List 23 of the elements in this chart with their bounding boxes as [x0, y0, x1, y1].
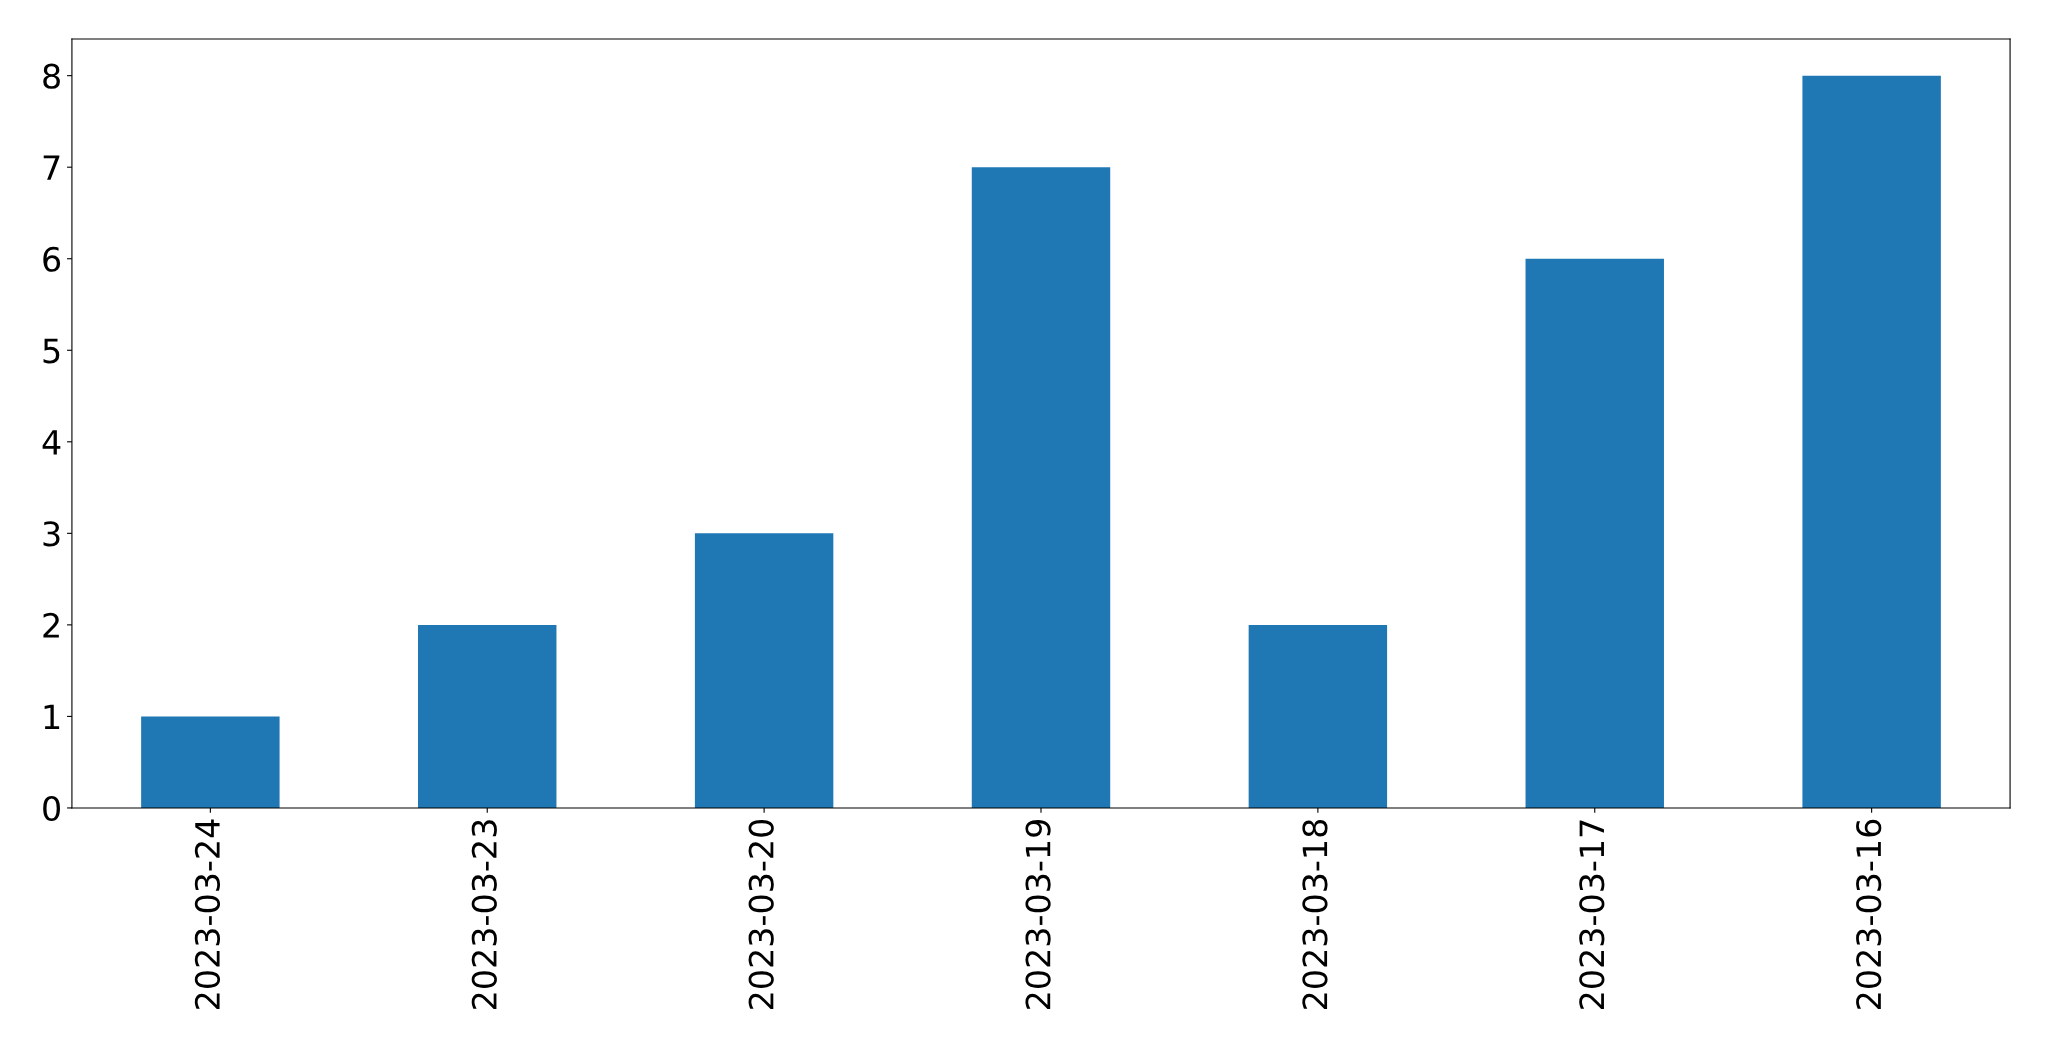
- x-tick-label: 2023-03-17: [1579, 820, 1605, 1009]
- y-tick-label: 0: [43, 795, 60, 822]
- y-tick-label: 5: [43, 338, 60, 364]
- x-tick-label: 2023-03-23: [471, 820, 497, 1009]
- bar: [418, 624, 557, 808]
- x-tick-label: 2023-03-18: [1302, 819, 1328, 1009]
- bar: [1525, 258, 1664, 808]
- bar: [971, 167, 1111, 808]
- y-tick-label: 8: [43, 63, 60, 89]
- bar: [1802, 75, 1941, 808]
- y-tick-label: 3: [43, 521, 60, 547]
- bar: [694, 533, 834, 808]
- x-tick-label: 2023-03-24: [194, 819, 221, 1009]
- x-tick-label: 2023-03-19: [1025, 820, 1051, 1009]
- y-tick-label: 4: [42, 430, 61, 455]
- bar: [1248, 624, 1388, 808]
- bar: [141, 716, 280, 808]
- x-tick-label: 2023-03-16: [1856, 819, 1882, 1009]
- y-tick-label: 6: [43, 246, 61, 272]
- y-tick-label: 1: [44, 704, 60, 730]
- x-tick-label: 2023-03-20: [748, 819, 774, 1009]
- y-tick-label: 7: [43, 155, 60, 180]
- y-tick-label: 2: [43, 612, 59, 638]
